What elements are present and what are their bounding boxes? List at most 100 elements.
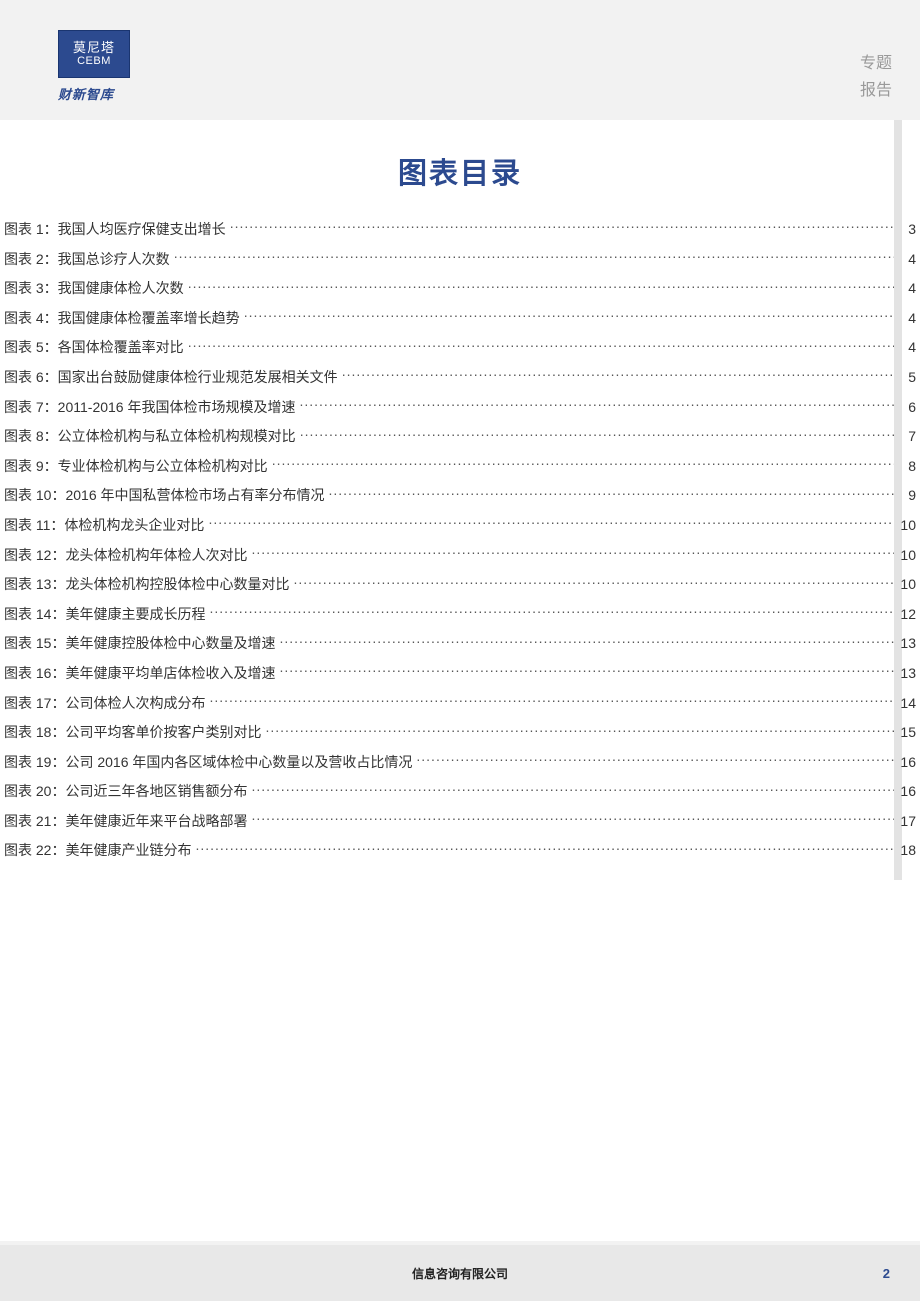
toc-leader-dots (300, 427, 894, 441)
toc-entry-label: 图表 5：各国体检覆盖率对比 (4, 338, 184, 358)
toc-row[interactable]: 图表 16：美年健康平均单店体检收入及增速 13 (4, 664, 916, 684)
toc-entry-label: 图表 10：2016 年中国私营体检市场占有率分布情况 (4, 486, 325, 506)
toc-entry-label: 图表 21：美年健康近年来平台战略部署 (4, 812, 247, 832)
toc-row[interactable]: 图表 18：公司平均客单价按客户类别对比 15 (4, 723, 916, 743)
toc-entry-page: 4 (898, 338, 916, 358)
toc-row[interactable]: 图表 20：公司近三年各地区销售额分布 16 (4, 782, 916, 802)
toc-entry-page: 10 (898, 575, 916, 595)
toc-entry-page: 13 (898, 664, 916, 684)
toc-entry-label: 图表 1：我国人均医疗保健支出增长 (4, 220, 226, 240)
toc-leader-dots (230, 220, 894, 234)
toc-leader-dots (416, 753, 894, 767)
toc-leader-dots (209, 605, 894, 619)
toc-row[interactable]: 图表 15：美年健康控股体检中心数量及增速 13 (4, 634, 916, 654)
toc-entry-page: 10 (898, 546, 916, 566)
page-content: 图表目录 图表 1：我国人均医疗保健支出增长 3图表 2：我国总诊疗人次数 4图… (0, 150, 920, 861)
toc-row[interactable]: 图表 9：专业体检机构与公立体检机构对比 8 (4, 457, 916, 477)
toc-leader-dots (188, 279, 894, 293)
toc-row[interactable]: 图表 6：国家出台鼓励健康体检行业规范发展相关文件 5 (4, 368, 916, 388)
toc-entry-page: 8 (898, 457, 916, 477)
toc-leader-dots (293, 575, 894, 589)
page-number: 2 (883, 1266, 890, 1281)
toc-row[interactable]: 图表 5：各国体检覆盖率对比 4 (4, 338, 916, 358)
toc-entry-label: 图表 6：国家出台鼓励健康体检行业规范发展相关文件 (4, 368, 338, 388)
toc-leader-dots (279, 634, 894, 648)
logo-subtext: 财新智库 (58, 84, 130, 103)
toc-entry-label: 图表 19：公司 2016 年国内各区域体检中心数量以及营收占比情况 (4, 753, 412, 773)
toc-row[interactable]: 图表 17：公司体检人次构成分布 14 (4, 694, 916, 714)
toc-entry-label: 图表 20：公司近三年各地区销售额分布 (4, 782, 247, 802)
toc-entry-page: 17 (898, 812, 916, 832)
footer-text: 信息咨询有限公司 (412, 1265, 508, 1282)
toc-leader-dots (329, 486, 895, 500)
toc-entry-page: 4 (898, 279, 916, 299)
toc-row[interactable]: 图表 7：2011-2016 年我国体检市场规模及增速 6 (4, 398, 916, 418)
toc-leader-dots (251, 546, 894, 560)
toc-entry-page: 16 (898, 782, 916, 802)
document-type: 专题 报告 (860, 50, 892, 104)
logo-text-en: CEBM (77, 55, 111, 68)
page-footer: 信息咨询有限公司 2 (0, 1245, 920, 1301)
toc-entry-page: 15 (898, 723, 916, 743)
toc-entry-page: 6 (898, 398, 916, 418)
page-header: 莫尼塔 CEBM 财新智库 专题 报告 (0, 0, 920, 120)
toc-entry-label: 图表 7：2011-2016 年我国体检市场规模及增速 (4, 398, 295, 418)
toc-row[interactable]: 图表 13：龙头体检机构控股体检中心数量对比 10 (4, 575, 916, 595)
toc-entry-label: 图表 15：美年健康控股体检中心数量及增速 (4, 634, 275, 654)
doc-type-line1: 专题 (860, 50, 892, 77)
toc-entry-page: 12 (898, 605, 916, 625)
toc-leader-dots (208, 516, 894, 530)
toc-entry-page: 16 (898, 753, 916, 773)
toc-leader-dots (265, 723, 894, 737)
toc-entry-label: 图表 4：我国健康体检覆盖率增长趋势 (4, 309, 240, 329)
toc-entry-label: 图表 3：我国健康体检人次数 (4, 279, 184, 299)
toc-entry-label: 图表 2：我国总诊疗人次数 (4, 250, 170, 270)
toc-row[interactable]: 图表 12：龙头体检机构年体检人次对比 10 (4, 546, 916, 566)
toc-entry-page: 4 (898, 309, 916, 329)
toc-row[interactable]: 图表 10：2016 年中国私营体检市场占有率分布情况 9 (4, 486, 916, 506)
toc-entry-label: 图表 18：公司平均客单价按客户类别对比 (4, 723, 261, 743)
toc-entry-label: 图表 22：美年健康产业链分布 (4, 841, 191, 861)
page-title: 图表目录 (0, 150, 920, 192)
toc-leader-dots (251, 782, 894, 796)
toc-entry-label: 图表 8：公立体检机构与私立体检机构规模对比 (4, 427, 296, 447)
toc-row[interactable]: 图表 22：美年健康产业链分布 18 (4, 841, 916, 861)
toc-row[interactable]: 图表 2：我国总诊疗人次数 4 (4, 250, 916, 270)
table-of-contents: 图表 1：我国人均医疗保健支出增长 3图表 2：我国总诊疗人次数 4图表 3：我… (0, 220, 920, 861)
toc-row[interactable]: 图表 4：我国健康体检覆盖率增长趋势 4 (4, 309, 916, 329)
toc-leader-dots (272, 457, 894, 471)
toc-entry-page: 13 (898, 634, 916, 654)
toc-entry-page: 3 (898, 220, 916, 240)
toc-entry-label: 图表 17：公司体检人次构成分布 (4, 694, 205, 714)
toc-leader-dots (174, 250, 894, 264)
toc-row[interactable]: 图表 3：我国健康体检人次数 4 (4, 279, 916, 299)
toc-row[interactable]: 图表 14：美年健康主要成长历程 12 (4, 605, 916, 625)
toc-leader-dots (279, 664, 894, 678)
toc-leader-dots (342, 368, 894, 382)
toc-entry-page: 14 (898, 694, 916, 714)
logo-box: 莫尼塔 CEBM (58, 30, 130, 78)
toc-entry-page: 18 (898, 841, 916, 861)
toc-entry-page: 10 (898, 516, 916, 536)
toc-row[interactable]: 图表 1：我国人均医疗保健支出增长 3 (4, 220, 916, 240)
toc-entry-label: 图表 11：体检机构龙头企业对比 (4, 516, 204, 536)
toc-entry-label: 图表 13：龙头体检机构控股体检中心数量对比 (4, 575, 289, 595)
logo-text-cn: 莫尼塔 (73, 40, 115, 56)
toc-leader-dots (251, 812, 894, 826)
toc-entry-label: 图表 12：龙头体检机构年体检人次对比 (4, 546, 247, 566)
doc-type-line2: 报告 (860, 77, 892, 104)
toc-entry-label: 图表 9：专业体检机构与公立体检机构对比 (4, 457, 268, 477)
toc-entry-page: 7 (898, 427, 916, 447)
toc-leader-dots (299, 398, 894, 412)
toc-leader-dots (188, 338, 894, 352)
toc-entry-page: 4 (898, 250, 916, 270)
toc-entry-label: 图表 14：美年健康主要成长历程 (4, 605, 205, 625)
toc-row[interactable]: 图表 19：公司 2016 年国内各区域体检中心数量以及营收占比情况 16 (4, 753, 916, 773)
toc-entry-label: 图表 16：美年健康平均单店体检收入及增速 (4, 664, 275, 684)
toc-leader-dots (244, 309, 894, 323)
toc-row[interactable]: 图表 8：公立体检机构与私立体检机构规模对比 7 (4, 427, 916, 447)
toc-row[interactable]: 图表 21：美年健康近年来平台战略部署 17 (4, 812, 916, 832)
toc-row[interactable]: 图表 11：体检机构龙头企业对比 10 (4, 516, 916, 536)
toc-entry-page: 9 (898, 486, 916, 506)
toc-entry-page: 5 (898, 368, 916, 388)
